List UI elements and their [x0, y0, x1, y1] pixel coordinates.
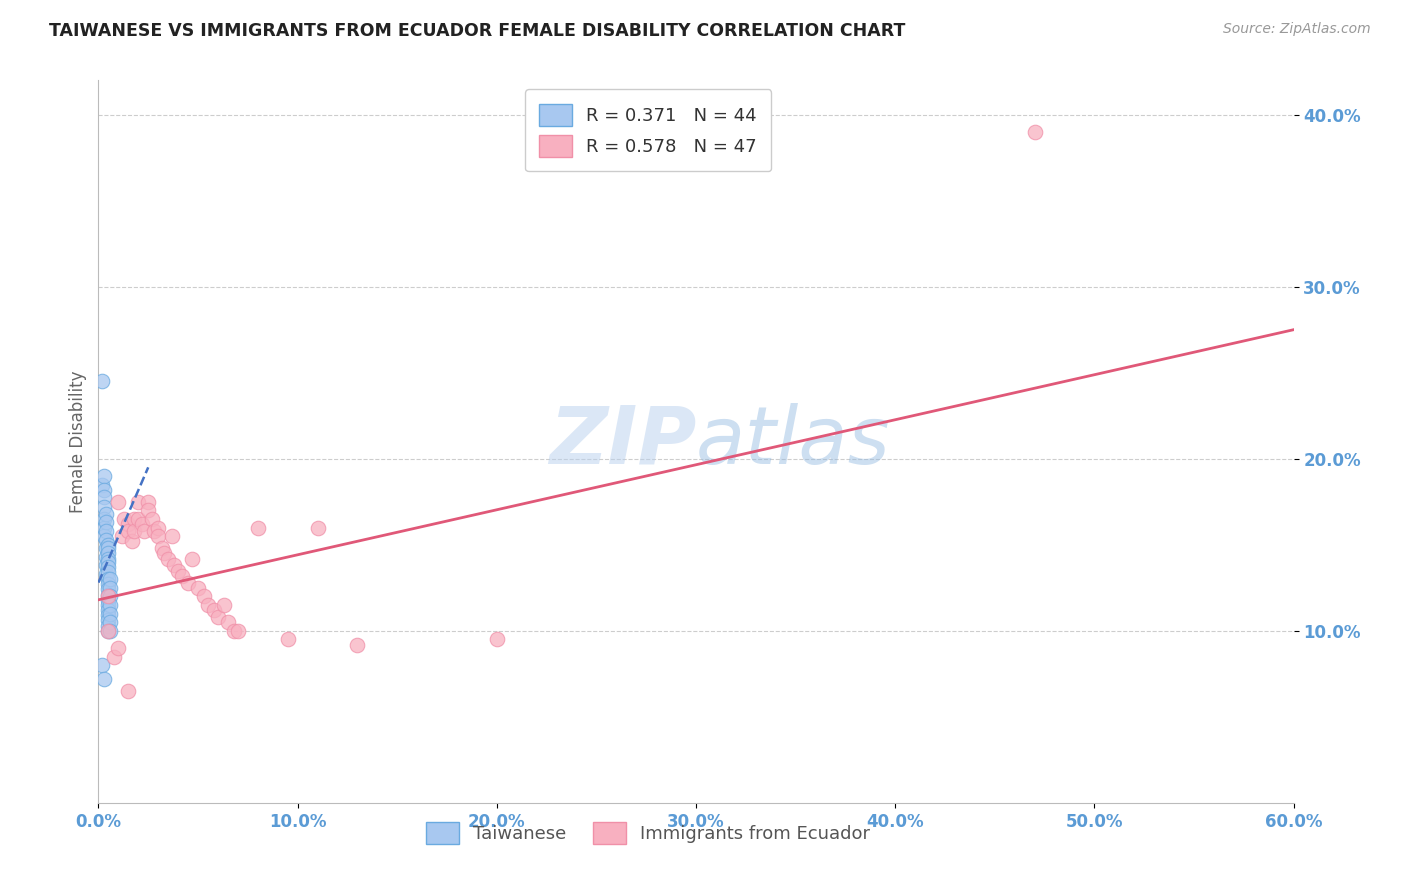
Point — [97, 603, 120, 617]
Point — [97, 592, 120, 607]
Point — [93, 529, 115, 543]
Point — [98, 624, 122, 638]
Text: Source: ZipAtlas.com: Source: ZipAtlas.com — [1223, 22, 1371, 37]
Point — [131, 517, 153, 532]
Point — [117, 517, 139, 532]
Point — [157, 551, 180, 566]
Point — [97, 541, 120, 556]
Point — [172, 568, 194, 582]
Point — [141, 512, 163, 526]
Point — [97, 588, 120, 602]
Point — [222, 624, 245, 638]
Point — [97, 582, 120, 597]
Point — [93, 483, 115, 497]
Point — [160, 529, 183, 543]
Point — [107, 640, 129, 655]
Point — [98, 598, 122, 612]
Point — [127, 494, 149, 508]
Point — [103, 649, 125, 664]
Point — [97, 555, 120, 569]
Point — [97, 572, 120, 586]
Point — [97, 551, 120, 566]
Text: ZIP: ZIP — [548, 402, 696, 481]
Point — [96, 516, 118, 530]
Point — [136, 503, 159, 517]
Point — [97, 538, 120, 552]
Point — [127, 512, 149, 526]
Point — [98, 607, 122, 621]
Point — [134, 524, 156, 538]
Point — [97, 560, 120, 574]
Point — [91, 477, 114, 491]
Point — [93, 469, 115, 483]
Point — [226, 624, 249, 638]
Point — [163, 558, 186, 573]
Point — [217, 615, 239, 630]
Point — [97, 608, 120, 623]
Point — [124, 524, 146, 538]
Point — [97, 624, 120, 638]
Point — [197, 598, 219, 612]
Point — [98, 615, 122, 630]
Point — [91, 658, 114, 673]
Point — [111, 529, 134, 543]
Point — [96, 533, 118, 547]
Point — [96, 549, 118, 564]
Point — [117, 684, 139, 698]
Point — [97, 566, 120, 580]
Point — [112, 512, 135, 526]
Point — [187, 581, 209, 595]
Point — [136, 494, 159, 508]
Point — [307, 520, 329, 534]
Point — [121, 534, 143, 549]
Text: atlas: atlas — [696, 402, 891, 481]
Point — [93, 490, 115, 504]
Point — [96, 567, 118, 582]
Point — [212, 598, 235, 612]
Point — [150, 541, 173, 556]
Point — [246, 520, 269, 534]
Point — [153, 546, 176, 560]
Point — [124, 512, 146, 526]
Point — [93, 672, 115, 686]
Point — [177, 575, 200, 590]
Point — [193, 590, 215, 604]
Point — [277, 632, 299, 647]
Point — [148, 529, 170, 543]
Point — [91, 375, 114, 389]
Point — [202, 603, 225, 617]
Point — [93, 512, 115, 526]
Point — [207, 610, 229, 624]
Point — [97, 618, 120, 632]
Point — [143, 524, 166, 538]
Point — [96, 558, 118, 573]
Point — [98, 590, 122, 604]
Point — [181, 551, 204, 566]
Point — [97, 614, 120, 628]
Point — [93, 520, 115, 534]
Point — [107, 494, 129, 508]
Point — [98, 581, 122, 595]
Point — [93, 500, 115, 514]
Y-axis label: Female Disability: Female Disability — [69, 370, 87, 513]
Point — [96, 524, 118, 538]
Point — [148, 520, 170, 534]
Point — [97, 546, 120, 560]
Point — [117, 524, 139, 538]
Point — [98, 572, 122, 586]
Point — [1024, 125, 1046, 139]
Point — [97, 577, 120, 591]
Point — [97, 624, 120, 638]
Point — [97, 590, 120, 604]
Point — [96, 541, 118, 556]
Point — [96, 507, 118, 521]
Point — [346, 638, 368, 652]
Point — [167, 564, 190, 578]
Legend: Taiwanese, Immigrants from Ecuador: Taiwanese, Immigrants from Ecuador — [419, 815, 877, 852]
Text: TAIWANESE VS IMMIGRANTS FROM ECUADOR FEMALE DISABILITY CORRELATION CHART: TAIWANESE VS IMMIGRANTS FROM ECUADOR FEM… — [49, 22, 905, 40]
Point — [485, 632, 508, 647]
Point — [97, 598, 120, 612]
